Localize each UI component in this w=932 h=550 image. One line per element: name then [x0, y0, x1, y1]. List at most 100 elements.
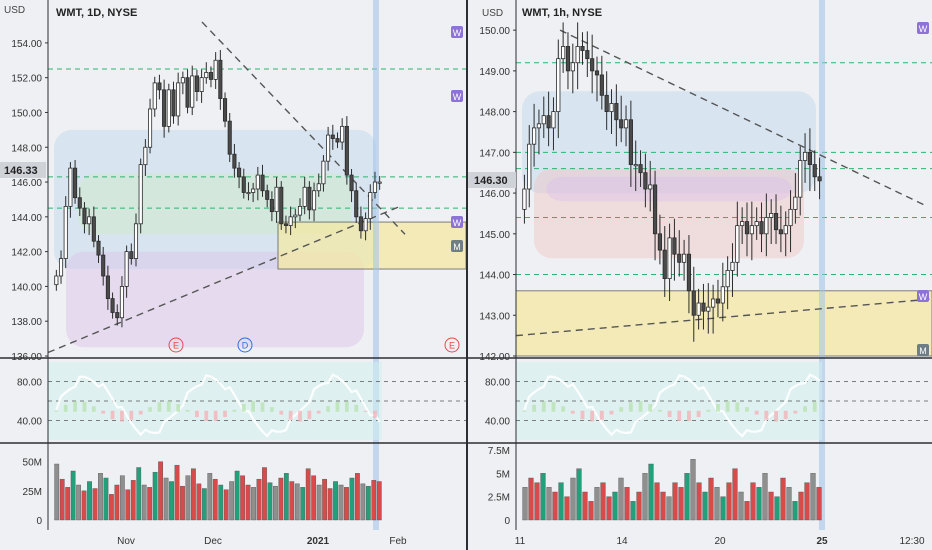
- candle-body[interactable]: [349, 174, 354, 192]
- volume-bar[interactable]: [618, 477, 624, 521]
- candle-body[interactable]: [340, 125, 345, 143]
- candle-body[interactable]: [246, 192, 251, 195]
- candle-body[interactable]: [604, 94, 609, 113]
- candle-body[interactable]: [561, 46, 566, 60]
- oscillator-line[interactable]: [523, 373, 821, 438]
- candle-body[interactable]: [599, 74, 604, 96]
- volume-bar[interactable]: [234, 470, 240, 521]
- volume-bar[interactable]: [756, 487, 762, 521]
- volume-bar[interactable]: [624, 487, 630, 521]
- candle-body[interactable]: [232, 153, 237, 169]
- volume-bar[interactable]: [54, 463, 60, 521]
- candle-body[interactable]: [208, 72, 214, 80]
- candle-body[interactable]: [143, 146, 148, 166]
- candle-body[interactable]: [199, 77, 204, 92]
- candle-body[interactable]: [105, 275, 110, 299]
- candle-body[interactable]: [237, 167, 242, 178]
- candle-body[interactable]: [720, 286, 725, 304]
- volume-bar[interactable]: [327, 488, 333, 521]
- volume-bar[interactable]: [174, 464, 180, 521]
- dividend-marker[interactable]: [237, 337, 253, 353]
- volume-bar[interactable]: [552, 491, 558, 521]
- oscillator-line[interactable]: [55, 373, 381, 438]
- volume-bar[interactable]: [732, 468, 738, 521]
- candle-body[interactable]: [77, 197, 82, 209]
- volume-bar[interactable]: [534, 482, 540, 521]
- candle-body[interactable]: [807, 151, 812, 165]
- volume-bar[interactable]: [125, 489, 131, 521]
- volume-bar[interactable]: [660, 491, 666, 521]
- candle-body[interactable]: [185, 77, 190, 108]
- candle-body[interactable]: [672, 237, 677, 255]
- candle-body[interactable]: [749, 225, 754, 235]
- candle-body[interactable]: [817, 176, 822, 182]
- volume-bar[interactable]: [365, 485, 371, 521]
- candle-body[interactable]: [129, 251, 134, 259]
- candle-body[interactable]: [812, 164, 817, 178]
- candle-body[interactable]: [372, 181, 378, 193]
- candle-body[interactable]: [556, 58, 561, 113]
- candle-body[interactable]: [330, 134, 335, 139]
- candle-body[interactable]: [344, 125, 349, 176]
- candle-body[interactable]: [307, 186, 312, 211]
- volume-bar[interactable]: [786, 487, 792, 521]
- volume-bar[interactable]: [702, 491, 708, 521]
- right-chart-title[interactable]: WMT, 1h, NYSE: [522, 7, 602, 19]
- candle-body[interactable]: [218, 59, 223, 99]
- r-trend-line[interactable]: [559, 29, 926, 206]
- candle-body[interactable]: [115, 312, 120, 319]
- candle-body[interactable]: [522, 188, 527, 210]
- candle-body[interactable]: [764, 217, 769, 235]
- candle-body[interactable]: [213, 59, 218, 80]
- candle-body[interactable]: [288, 216, 293, 226]
- candle-body[interactable]: [251, 188, 256, 193]
- candle-body[interactable]: [190, 75, 195, 108]
- volume-bar[interactable]: [311, 475, 317, 521]
- timeframe-marker[interactable]: [451, 240, 463, 252]
- left-price-pane[interactable]: E D E W W W M: [47, 0, 467, 530]
- volume-bar[interactable]: [147, 487, 153, 521]
- candle-body[interactable]: [54, 275, 59, 286]
- candle-body[interactable]: [706, 306, 711, 312]
- volume-bar[interactable]: [256, 478, 262, 521]
- candle-body[interactable]: [354, 190, 359, 218]
- candle-body[interactable]: [260, 174, 265, 192]
- volume-bar[interactable]: [654, 482, 660, 521]
- candle-body[interactable]: [744, 221, 750, 235]
- candle-body[interactable]: [162, 89, 167, 127]
- volume-bar[interactable]: [762, 473, 768, 521]
- volume-bar[interactable]: [780, 477, 786, 521]
- volume-bar[interactable]: [588, 501, 594, 521]
- volume-bar[interactable]: [180, 485, 185, 521]
- earnings-marker[interactable]: [168, 337, 184, 353]
- volume-bar[interactable]: [130, 480, 136, 521]
- panel-divider[interactable]: [466, 0, 468, 550]
- volume-bar[interactable]: [191, 468, 196, 521]
- candle-body[interactable]: [377, 181, 382, 184]
- candle-body[interactable]: [725, 270, 730, 288]
- volume-bar[interactable]: [207, 473, 213, 521]
- volume-bar[interactable]: [212, 478, 218, 521]
- candle-body[interactable]: [662, 249, 667, 280]
- candle-body[interactable]: [773, 213, 779, 231]
- candle-body[interactable]: [802, 151, 808, 161]
- volume-bar[interactable]: [201, 488, 207, 521]
- volume-bar[interactable]: [522, 487, 528, 521]
- volume-bar[interactable]: [251, 487, 256, 521]
- volume-bar[interactable]: [810, 473, 816, 521]
- timeframe-marker[interactable]: [451, 216, 463, 228]
- candle-body[interactable]: [101, 254, 106, 277]
- volume-bar[interactable]: [65, 487, 71, 521]
- candle-body[interactable]: [274, 186, 279, 213]
- timeframe-marker[interactable]: [917, 290, 929, 302]
- volume-bar[interactable]: [355, 473, 360, 521]
- volume-bar[interactable]: [696, 482, 702, 521]
- volume-bar[interactable]: [240, 475, 245, 521]
- candle-body[interactable]: [133, 223, 139, 259]
- volume-bar[interactable]: [283, 473, 289, 521]
- r-trend-line[interactable]: [515, 298, 932, 337]
- candle-body[interactable]: [546, 115, 551, 129]
- volume-bar[interactable]: [570, 477, 576, 521]
- candle-body[interactable]: [176, 82, 181, 117]
- volume-bar[interactable]: [666, 496, 672, 521]
